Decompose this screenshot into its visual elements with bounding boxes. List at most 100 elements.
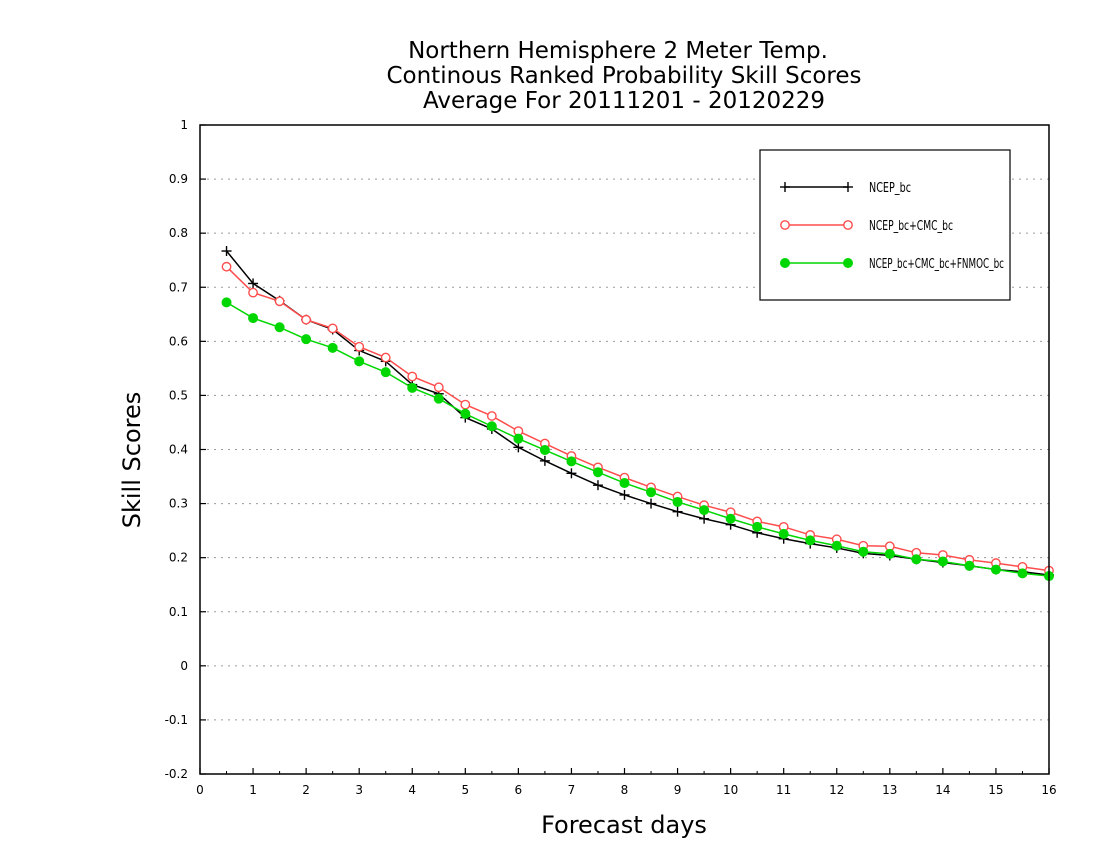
y-tick-label-4: 0.2 — [169, 551, 188, 565]
axis-ticks: -0.2-0.100.10.20.30.40.50.60.70.80.910 1 2… — [165, 118, 1057, 797]
series-2-point — [964, 560, 975, 571]
series-2-point — [327, 342, 338, 353]
series-1-point — [486, 411, 497, 421]
y-tick-label-12: 1 — [180, 118, 188, 132]
series-2-point — [248, 313, 259, 324]
y-tick-label-11: 0.9 — [169, 172, 188, 186]
x-tick-label-12: 12 — [829, 783, 844, 797]
series-1-point — [274, 296, 285, 307]
series-2-point — [725, 513, 736, 524]
chart-title-line-2: Continous Ranked Probability Skill Score… — [386, 63, 861, 89]
x-tick-label-0: 0 — [196, 783, 204, 797]
x-tick-label-13: 13 — [882, 783, 897, 797]
series-2-point — [274, 322, 285, 333]
series-1-point — [327, 323, 338, 334]
series-0-point — [539, 455, 550, 466]
x-tick-label-10: 10 — [723, 783, 738, 797]
series-0-point — [566, 468, 577, 479]
series-1-point — [354, 341, 365, 352]
legend-marker-1 — [843, 220, 853, 230]
y-tick-label-0: -0.2 — [165, 767, 188, 781]
legend-marker-2 — [780, 258, 790, 268]
series-2-point — [990, 564, 1001, 575]
series-line-1 — [226, 266, 1050, 572]
series-2-point — [433, 393, 444, 404]
series-2-point — [831, 540, 842, 551]
legend-entry-0: NCEP_bc — [780, 181, 911, 196]
y-tick-label-6: 0.4 — [169, 443, 188, 457]
x-tick-label-5: 5 — [461, 783, 469, 797]
series-2-point — [937, 556, 948, 567]
x-tick-label-4: 4 — [408, 783, 416, 797]
series-2-point — [592, 467, 603, 478]
series-2-point — [566, 456, 577, 467]
x-tick-label-11: 11 — [776, 783, 791, 797]
legend-label-0: NCEP_bc — [869, 181, 911, 196]
y-tick-label-8: 0.6 — [169, 334, 188, 348]
series-2-point — [539, 445, 550, 456]
series-0-point — [592, 480, 603, 491]
x-tick-label-7: 7 — [568, 783, 576, 797]
legend-marker-0 — [780, 182, 790, 192]
series-2-point — [752, 521, 763, 532]
series-layer — [221, 246, 1054, 582]
series-2-point — [301, 334, 312, 345]
series-1-point — [301, 314, 312, 325]
series-2-point — [486, 421, 497, 432]
series-1-point — [221, 261, 232, 272]
series-2-point — [884, 548, 895, 559]
series-0-point — [672, 506, 683, 517]
series-2-point — [646, 487, 657, 498]
series-2-point — [407, 382, 418, 393]
series-2-point — [380, 367, 391, 378]
y-tick-label-10: 0.8 — [169, 226, 188, 240]
series-2-point — [778, 528, 789, 539]
series-0-point — [221, 246, 232, 257]
legend-label-1: NCEP_bc+CMC_bc — [869, 219, 953, 234]
series-2-point — [460, 408, 471, 419]
series-2-point — [1017, 568, 1028, 579]
y-tick-label-9: 0.7 — [169, 280, 188, 294]
y-tick-label-2: 0 — [180, 659, 188, 673]
y-tick-label-3: 0.1 — [169, 605, 188, 619]
x-axis-label: Forecast days — [541, 811, 707, 839]
series-2-point — [221, 297, 232, 308]
series-2-point — [513, 433, 524, 444]
series-2-point — [672, 496, 683, 507]
x-tick-label-16: 16 — [1041, 783, 1056, 797]
series-2-point — [805, 535, 816, 546]
x-tick-label-15: 15 — [988, 783, 1003, 797]
x-tick-label-9: 9 — [674, 783, 682, 797]
series-1-point — [433, 382, 444, 393]
chart-title-line-3: Average For 20111201 - 20120229 — [423, 88, 825, 114]
chart-title-line-1: Northern Hemisphere 2 Meter Temp. — [408, 38, 828, 64]
legend-entry-2: NCEP_bc+CMC_bc+FNMOC_bc — [780, 257, 1004, 272]
legend-label-2: NCEP_bc+CMC_bc+FNMOC_bc — [869, 257, 1004, 272]
series-1-point — [460, 399, 471, 410]
legend-marker-0 — [843, 182, 853, 192]
series-1 — [221, 261, 1054, 576]
legend-marker-2 — [843, 258, 853, 268]
legend: NCEP_bc NCEP_bc+CMC_bc NCEP_bc+CMC_bc+FNMO… — [759, 149, 1011, 301]
y-tick-label-5: 0.3 — [169, 497, 188, 511]
series-2-point — [911, 554, 922, 565]
chart-title: Northern Hemisphere 2 Meter Temp. Contin… — [386, 38, 861, 114]
x-tick-label-1: 1 — [249, 783, 257, 797]
x-tick-label-3: 3 — [355, 783, 363, 797]
series-2-point — [354, 356, 365, 367]
y-tick-label-1: -0.1 — [165, 713, 188, 727]
x-tick-label-14: 14 — [935, 783, 950, 797]
x-tick-label-2: 2 — [302, 783, 310, 797]
series-1-point — [407, 371, 418, 382]
series-1-point — [248, 287, 258, 298]
series-2 — [221, 297, 1054, 582]
series-2-point — [699, 505, 710, 516]
x-tick-label-8: 8 — [621, 783, 629, 797]
legend-entry-1: NCEP_bc+CMC_bc — [780, 219, 953, 234]
series-2-point — [619, 478, 630, 489]
series-0-point — [248, 278, 259, 289]
legend-marker-1 — [780, 220, 790, 230]
series-0-point — [699, 513, 710, 524]
